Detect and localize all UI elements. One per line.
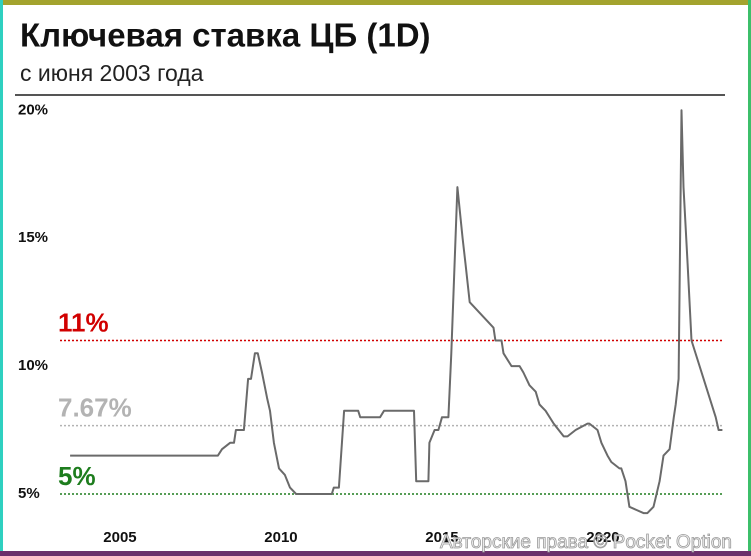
chart-subtitle: с июня 2003 года <box>20 60 204 86</box>
reference-label: 7.67% <box>58 393 132 423</box>
right-border <box>748 0 751 556</box>
y-tick-label: 20% <box>18 101 48 118</box>
x-tick-label: 2015 <box>425 529 458 546</box>
watermark: Авторские права © Pocket Option <box>440 532 732 553</box>
bottom-border <box>0 551 751 556</box>
reference-label: 11% <box>58 307 109 337</box>
y-tick-label: 5% <box>18 485 40 502</box>
left-border <box>0 0 3 556</box>
x-tick-label: 2005 <box>103 529 136 546</box>
x-tick-label: 2010 <box>264 529 297 546</box>
y-tick-label: 15% <box>18 229 48 246</box>
top-border <box>0 0 751 5</box>
reference-label: 5% <box>58 461 96 491</box>
y-tick-label: 10% <box>18 357 48 374</box>
chart-title: Ключевая ставка ЦБ (1D) <box>20 17 431 54</box>
data-line <box>70 109 723 515</box>
x-tick-label: 2020 <box>586 529 619 546</box>
